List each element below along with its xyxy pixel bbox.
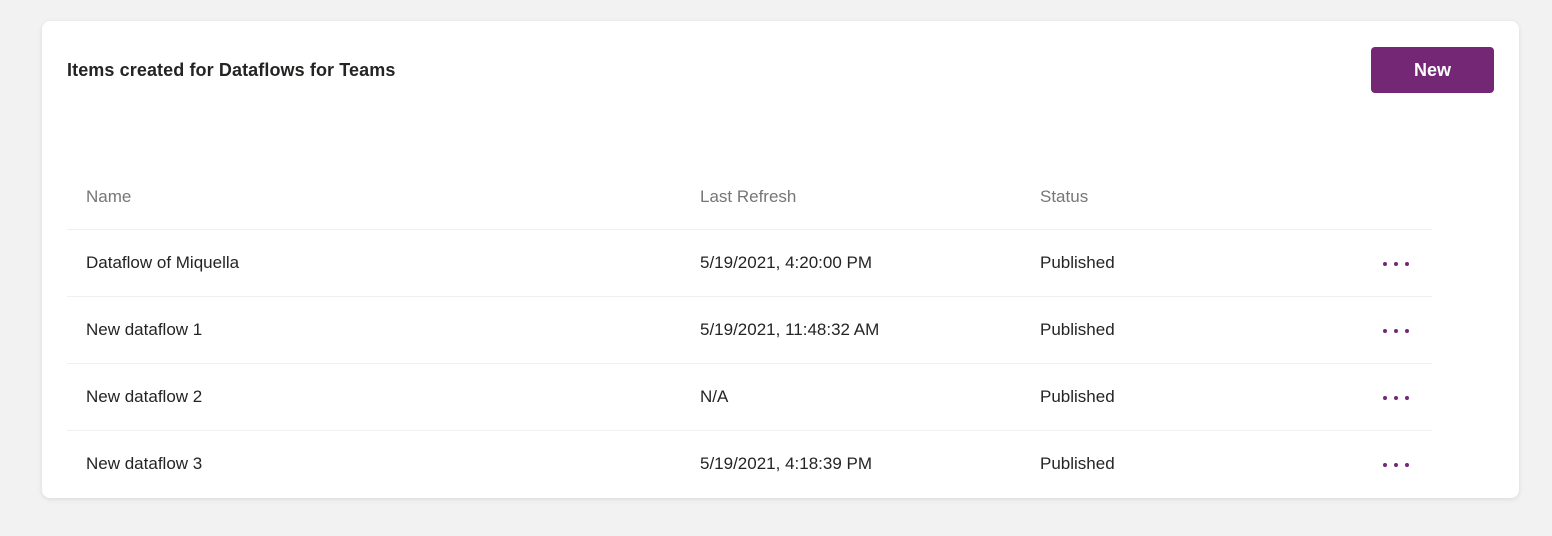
table-row[interactable]: New dataflow 2 N/A Published (67, 363, 1432, 431)
table-row[interactable]: Dataflow of Miquella 5/19/2021, 4:20:00 … (67, 229, 1432, 297)
dataflow-name: New dataflow 1 (67, 296, 700, 364)
dataflow-name: Dataflow of Miquella (67, 229, 700, 297)
dataflow-name: New dataflow 2 (67, 363, 700, 431)
dataflows-card: Items created for Dataflows for Teams Ne… (42, 21, 1519, 498)
status-value: Published (1040, 296, 1360, 364)
ellipsis-horizontal-icon (1383, 329, 1387, 333)
ellipsis-horizontal-icon (1383, 396, 1387, 400)
column-header-status[interactable]: Status (1040, 165, 1360, 230)
row-actions-button[interactable] (1377, 321, 1415, 341)
status-value: Published (1040, 363, 1360, 431)
card-header: Items created for Dataflows for Teams Ne… (67, 21, 1494, 93)
table-header-row: Name Last Refresh Status (67, 165, 1432, 230)
page-title: Items created for Dataflows for Teams (67, 59, 396, 80)
row-actions-button[interactable] (1377, 388, 1415, 408)
last-refresh-value: N/A (700, 363, 1040, 431)
last-refresh-value: 5/19/2021, 11:48:32 AM (700, 296, 1040, 364)
column-header-last-refresh[interactable]: Last Refresh (700, 165, 1040, 230)
ellipsis-horizontal-icon (1383, 463, 1387, 468)
row-actions-button[interactable] (1377, 455, 1415, 475)
status-value: Published (1040, 229, 1360, 297)
column-header-name[interactable]: Name (67, 165, 700, 230)
last-refresh-value: 5/19/2021, 4:18:39 PM (700, 453, 873, 473)
last-refresh-value: 5/19/2021, 4:20:00 PM (700, 229, 1040, 297)
status-value: Published (1040, 453, 1115, 473)
row-actions-button[interactable] (1377, 254, 1415, 274)
new-dataflow-button[interactable]: New (1371, 47, 1494, 93)
dataflows-table: Name Last Refresh Status Dataflow of Miq… (67, 165, 1432, 497)
table-row[interactable]: New dataflow 1 5/19/2021, 11:48:32 AM Pu… (67, 296, 1432, 364)
ellipsis-horizontal-icon (1383, 262, 1387, 266)
column-header-actions (1360, 165, 1432, 230)
dataflow-name: New dataflow 3 (86, 453, 203, 473)
table-row[interactable]: New dataflow 3 5/19/2021, 4:18:39 PM Pub… (67, 430, 1432, 497)
